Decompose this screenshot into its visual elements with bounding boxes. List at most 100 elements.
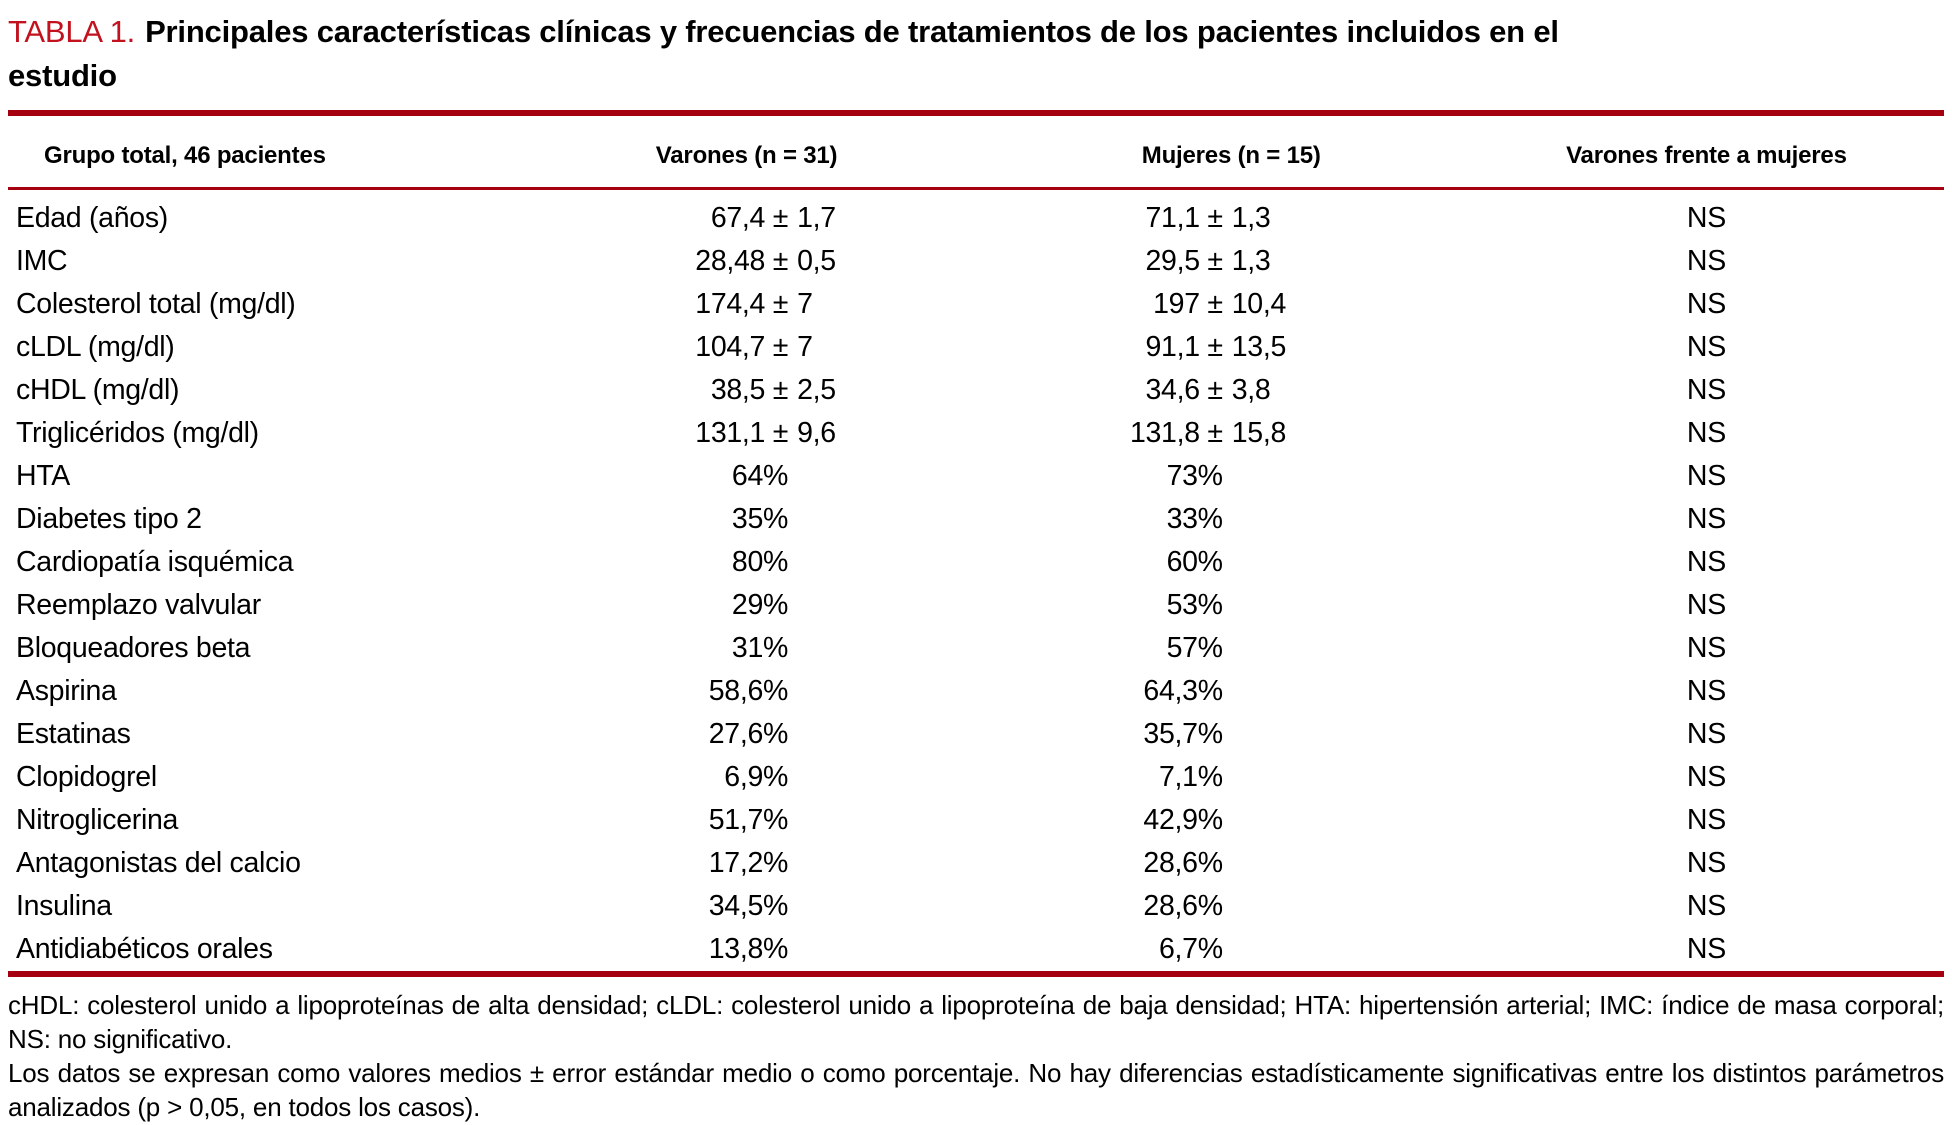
value: 57% bbox=[1166, 632, 1223, 665]
mujeres-value: 53% bbox=[994, 584, 1469, 627]
table-caption: Principales características clínicas y f… bbox=[8, 14, 1559, 94]
row-label: Colesterol total (mg/dl) bbox=[16, 288, 296, 321]
value: 91,1 ±13,5 bbox=[1145, 331, 1287, 364]
row-label: Bloqueadores beta bbox=[16, 632, 251, 665]
mujeres-value: 60% bbox=[994, 541, 1469, 584]
row-label: Cardiopatía isquémica bbox=[16, 546, 294, 579]
value: 38,5 ±2,5 bbox=[710, 374, 836, 407]
significance-value: NS bbox=[1686, 245, 1726, 278]
varones-value: 80% bbox=[499, 541, 993, 584]
row-label: Diabetes tipo 2 bbox=[16, 503, 202, 536]
varones-value: 51,7% bbox=[499, 799, 993, 842]
table-row: Antagonistas del calcio 17,2% 28,6% NS bbox=[8, 842, 1944, 885]
value: 28,6% bbox=[1143, 847, 1223, 880]
significance-value: NS bbox=[1686, 374, 1726, 407]
footnote-statistics: Los datos se expresan como valores medio… bbox=[8, 1058, 1944, 1123]
table-row: Edad (años) 67,4 ±1,7 71,1 ±1,3 NS bbox=[8, 189, 1944, 241]
varones-value: 38,5 ±2,5 bbox=[499, 369, 993, 412]
row-label: cLDL (mg/dl) bbox=[16, 331, 175, 364]
value: 6,9% bbox=[724, 761, 789, 794]
bottom-rule-divider bbox=[8, 971, 1944, 978]
value: 60% bbox=[1166, 546, 1223, 579]
table-number-label: TABLA 1. bbox=[8, 14, 136, 49]
mujeres-value: 35,7% bbox=[994, 713, 1469, 756]
varones-value: 28,48 ±0,5 bbox=[499, 240, 993, 283]
significance-value: NS bbox=[1686, 890, 1726, 923]
table-header: Grupo total, 46 pacientes Varones (n = 3… bbox=[8, 116, 1944, 191]
table-row: Estatinas 27,6% 35,7% NS bbox=[8, 713, 1944, 756]
significance-value: NS bbox=[1686, 589, 1726, 622]
value: 31% bbox=[731, 632, 789, 665]
value: 104,7 ±7 bbox=[695, 331, 813, 364]
mujeres-value: 6,7% bbox=[994, 928, 1469, 971]
row-label: cHDL (mg/dl) bbox=[16, 374, 180, 407]
table-row: Triglicéridos (mg/dl) 131,1 ±9,6 131,8 ±15… bbox=[8, 412, 1944, 455]
varones-value: 31% bbox=[499, 627, 993, 670]
value: 64% bbox=[731, 460, 789, 493]
mujeres-value: 29,5 ±1,3 bbox=[994, 240, 1469, 283]
table-row: Reemplazo valvular 29% 53% NS bbox=[8, 584, 1944, 627]
mujeres-value: 42,9% bbox=[994, 799, 1469, 842]
varones-value: 17,2% bbox=[499, 842, 993, 885]
row-label: Nitroglicerina bbox=[16, 804, 179, 837]
table-row: cHDL (mg/dl) 38,5 ±2,5 34,6 ±3,8 NS bbox=[8, 369, 1944, 412]
mujeres-value: 7,1% bbox=[994, 756, 1469, 799]
table-row: Nitroglicerina 51,7% 42,9% NS bbox=[8, 799, 1944, 842]
value: 80% bbox=[731, 546, 789, 579]
value: 28,48 ±0,5 bbox=[695, 245, 836, 278]
varones-value: 29% bbox=[499, 584, 993, 627]
value: 73% bbox=[1166, 460, 1223, 493]
significance-value: NS bbox=[1686, 804, 1726, 837]
significance-value: NS bbox=[1686, 503, 1726, 536]
table-row: Aspirina 58,6% 64,3% NS bbox=[8, 670, 1944, 713]
column-header-comparacion: Varones frente a mujeres bbox=[1468, 116, 1944, 191]
table-row: HTA 64% 73% NS bbox=[8, 455, 1944, 498]
table-row: Diabetes tipo 2 35% 33% NS bbox=[8, 498, 1944, 541]
varones-value: 67,4 ±1,7 bbox=[499, 189, 993, 241]
varones-value: 104,7 ±7 bbox=[499, 326, 993, 369]
mujeres-value: 71,1 ±1,3 bbox=[994, 189, 1469, 241]
column-header-varones: Varones (n = 31) bbox=[499, 116, 994, 191]
row-label: Triglicéridos (mg/dl) bbox=[16, 417, 259, 450]
varones-value: 58,6% bbox=[499, 670, 993, 713]
table-row: IMC 28,48 ±0,5 29,5 ±1,3 NS bbox=[8, 240, 1944, 283]
row-label: IMC bbox=[16, 245, 68, 278]
value: 13,8% bbox=[708, 933, 789, 966]
value: 6,7% bbox=[1158, 933, 1223, 966]
row-label: HTA bbox=[16, 460, 70, 493]
table-body: Edad (años) 67,4 ±1,7 71,1 ±1,3 NS IMC 28,48 … bbox=[8, 189, 1944, 972]
value: 35% bbox=[731, 503, 789, 536]
significance-value: NS bbox=[1686, 331, 1726, 364]
significance-value: NS bbox=[1686, 460, 1726, 493]
significance-value: NS bbox=[1686, 288, 1726, 321]
significance-value: NS bbox=[1686, 632, 1726, 665]
value: 35,7% bbox=[1143, 718, 1223, 751]
mujeres-value: 34,6 ±3,8 bbox=[994, 369, 1469, 412]
mujeres-value: 91,1 ±13,5 bbox=[994, 326, 1469, 369]
table-row: Cardiopatía isquémica 80% 60% NS bbox=[8, 541, 1944, 584]
mujeres-value: 73% bbox=[994, 455, 1469, 498]
significance-value: NS bbox=[1686, 933, 1726, 966]
significance-value: NS bbox=[1686, 718, 1726, 751]
significance-value: NS bbox=[1686, 202, 1726, 235]
value: 34,5% bbox=[708, 890, 789, 923]
varones-value: 34,5% bbox=[499, 885, 993, 928]
value: 29% bbox=[731, 589, 789, 622]
value: 71,1 ±1,3 bbox=[1145, 202, 1271, 235]
table-row: Antidiabéticos orales 13,8% 6,7% NS bbox=[8, 928, 1944, 971]
row-label: Clopidogrel bbox=[16, 761, 157, 794]
varones-value: 35% bbox=[499, 498, 993, 541]
row-label: Reemplazo valvular bbox=[16, 589, 261, 622]
value: 17,2% bbox=[708, 847, 789, 880]
value: 174,4 ±7 bbox=[695, 288, 813, 321]
row-label: Antagonistas del calcio bbox=[16, 847, 301, 880]
table-row: Bloqueadores beta 31% 57% NS bbox=[8, 627, 1944, 670]
varones-value: 27,6% bbox=[499, 713, 993, 756]
value: 131,1 ±9,6 bbox=[695, 417, 836, 450]
mujeres-value: 57% bbox=[994, 627, 1469, 670]
significance-value: NS bbox=[1686, 847, 1726, 880]
varones-value: 13,8% bbox=[499, 928, 993, 971]
value: 33% bbox=[1166, 503, 1223, 536]
mujeres-value: 28,6% bbox=[994, 842, 1469, 885]
